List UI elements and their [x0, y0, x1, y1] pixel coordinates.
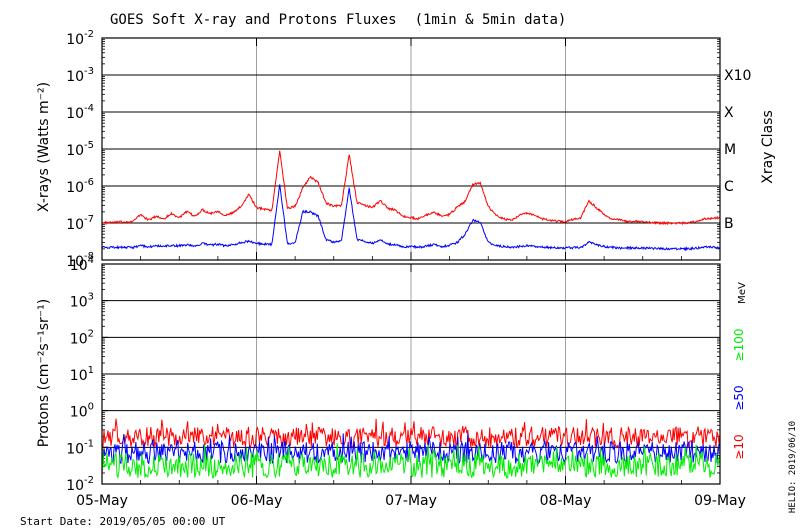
series-line-1	[102, 184, 720, 252]
legend-entry: ≥50	[732, 385, 746, 410]
y-tick-label: 10-4	[66, 103, 94, 122]
y-tick-label: 10-2	[66, 29, 94, 48]
y-tick-label: 10-2	[66, 475, 94, 494]
y-tick-label: 10-5	[66, 140, 94, 159]
proton-legend: ≥10 ≥50 ≥100	[732, 329, 746, 460]
y-tick-label: 103	[70, 292, 94, 311]
y-tick-label: 10-7	[66, 214, 94, 233]
legend-entry: ≥10	[732, 434, 746, 459]
legend-entry: ≥100	[732, 329, 746, 362]
xray-panel: 10-8 10-7 10-6 10-5 10-4 10-3 10-2 B C M X X10	[66, 29, 751, 270]
y-tick-label: 10-1	[66, 438, 94, 457]
series-line-2	[102, 443, 720, 480]
xray-class-label: M	[724, 142, 736, 158]
chart-title: GOES Soft X-ray and Protons Fluxes (1min …	[110, 12, 566, 28]
y-tick-label: 102	[70, 328, 94, 347]
start-date-label: Start Date: 2019/05/05 00:00 UT	[20, 515, 226, 528]
proton-units-label: MeV	[737, 282, 748, 304]
x-tick-label: 06-May	[231, 493, 283, 509]
series-line-0	[102, 150, 720, 226]
xray-class-label: X10	[724, 68, 751, 84]
xray-class-axis-label: Xray Class	[760, 110, 776, 184]
x-tick-label: 05-May	[76, 493, 128, 509]
y-tick-label: 104	[70, 255, 94, 274]
x-tick-label: 09-May	[694, 493, 746, 509]
x-tick-label: 07-May	[385, 493, 437, 509]
xray-class-label: C	[724, 179, 734, 195]
proton-panel: 10-2 10-1 100 101 102 103 104	[66, 255, 721, 494]
xray-class-label: X	[724, 105, 734, 121]
y-tick-label: 101	[70, 365, 94, 384]
proton-y-axis-label: Protons (cm⁻²s⁻¹sr⁻¹)	[36, 299, 52, 448]
xray-class-label: B	[724, 216, 734, 232]
y-tick-label: 10-6	[66, 177, 94, 196]
y-tick-label: 10-3	[66, 66, 94, 85]
xray-y-axis-label: X-rays (Watts m⁻²)	[36, 82, 52, 212]
y-tick-label: 100	[70, 402, 94, 421]
x-tick-label: 08-May	[540, 493, 592, 509]
y-tick-label: 10-8	[66, 251, 94, 270]
credit-label: HELIO: 2019/06/10	[788, 421, 798, 513]
x-axis-ticks: 05-May 06-May 07-May 08-May 09-May	[76, 493, 746, 509]
series-line-0	[102, 418, 720, 449]
